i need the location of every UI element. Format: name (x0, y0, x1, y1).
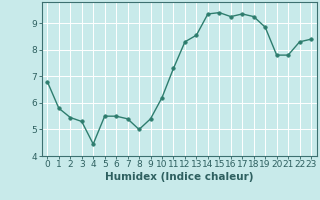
X-axis label: Humidex (Indice chaleur): Humidex (Indice chaleur) (105, 172, 253, 182)
